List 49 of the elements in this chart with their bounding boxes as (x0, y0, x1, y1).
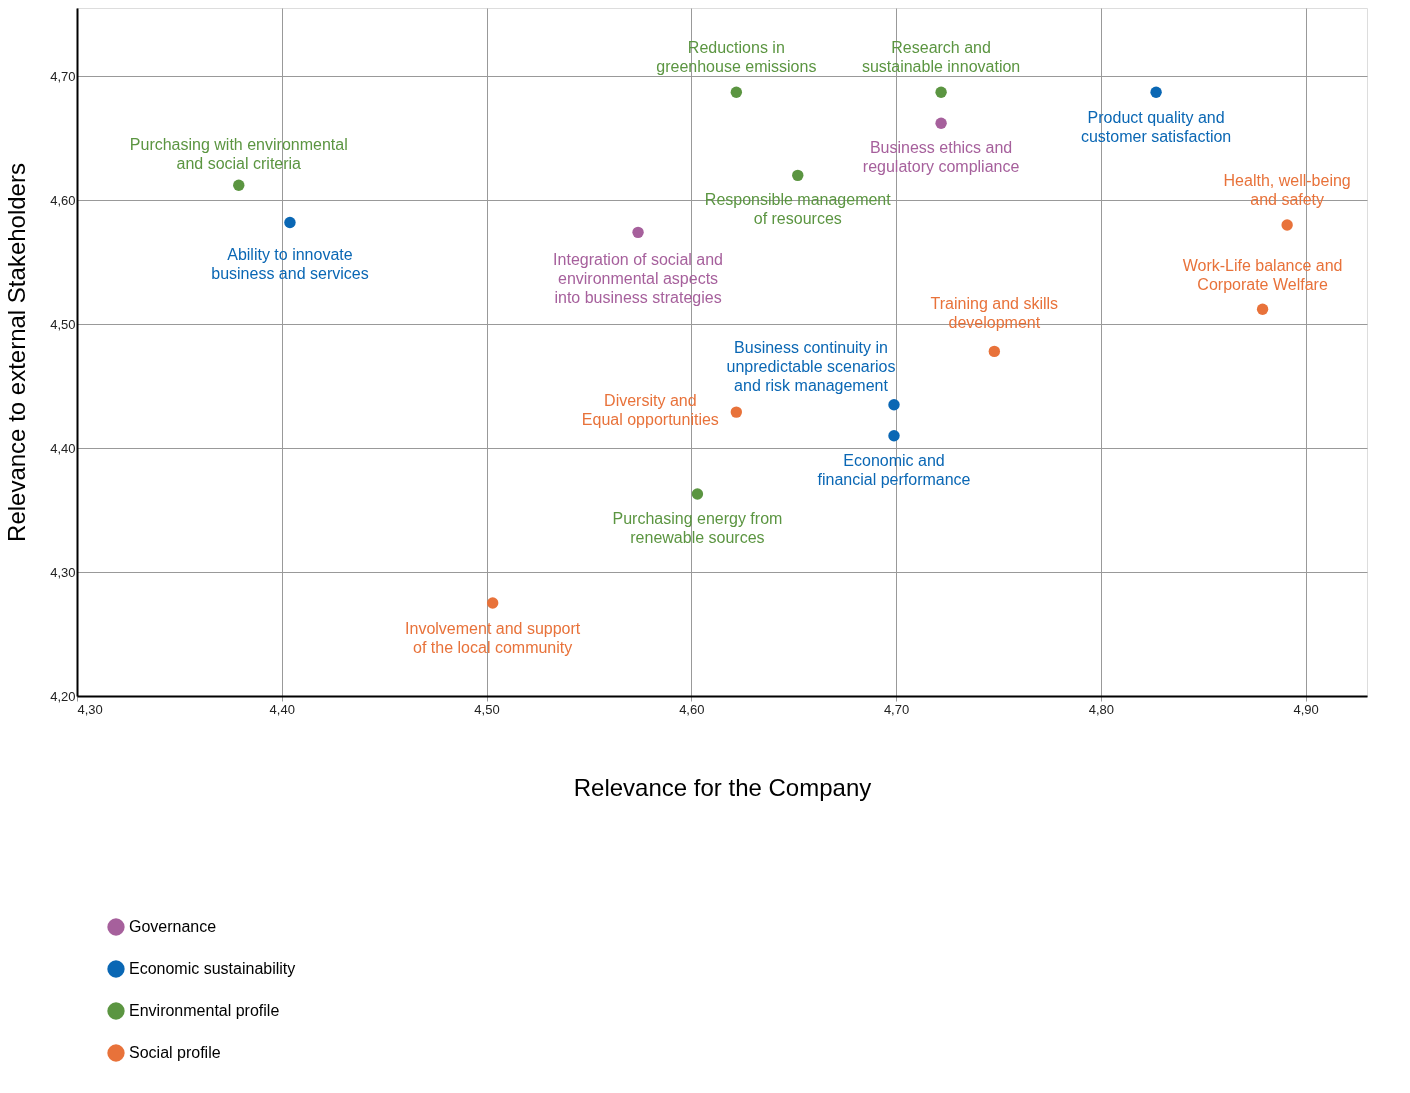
point (284, 216, 296, 229)
point (730, 406, 743, 418)
data-label: Work-Life balance and Corporate Welfare (1182, 257, 1343, 294)
point (486, 597, 499, 609)
point (792, 169, 804, 182)
y-axis-title: Relevance to external Stakeholders (3, 163, 31, 542)
data-label: Involvement and support of the local community (405, 620, 581, 657)
y-tick-label: 4,50 (50, 316, 76, 332)
point (888, 429, 900, 442)
data-label: Ability to innovate business and services (211, 246, 369, 283)
point (1150, 86, 1162, 98)
point (935, 117, 947, 129)
x-tick-label: 4,50 (474, 701, 500, 717)
y-tick-label: 4,30 (50, 564, 76, 580)
point (888, 398, 900, 411)
legend-label: Economic sustainability (129, 960, 296, 977)
y-tick-label: 4,70 (50, 68, 76, 84)
point (935, 86, 947, 98)
y-tick-label: 4,20 (50, 688, 76, 704)
legend-label: Governance (129, 918, 217, 935)
point (691, 488, 704, 500)
point (1256, 303, 1269, 315)
point (730, 86, 743, 98)
x-tick-label: 4,80 (1088, 701, 1114, 717)
data-label: Product quality and customer satisfaction (1080, 109, 1232, 146)
legend-label: Social profile (129, 1044, 221, 1061)
x-tick-label: 4,60 (679, 701, 705, 717)
data-label: Business continuity in unpredictable scenarios and risk management (726, 338, 896, 394)
data-label: Diversity and Equal opportunities (581, 392, 719, 429)
x-tick-label: 4,90 (1293, 701, 1319, 717)
data-label: Reductions in greenhouse emissions (656, 39, 817, 76)
data-label: Responsible management of resources (704, 191, 892, 228)
data-label: Research and sustainable innovation (861, 39, 1021, 76)
point (988, 345, 1001, 358)
x-tick-label: 4,70 (883, 701, 910, 717)
data-label: Purchasing with environmental and social criteria (129, 136, 348, 173)
data-label: Economic and financial performance (817, 451, 971, 488)
y-tick-label: 4,60 (50, 192, 76, 208)
data-label: Purchasing energy from renewable sources (612, 509, 783, 546)
data-label: Training and skills development (930, 295, 1059, 332)
point (1281, 219, 1293, 231)
x-tick-label: 4,40 (269, 701, 295, 717)
legend-label: Environmental profile (129, 1002, 280, 1019)
point (632, 226, 644, 239)
y-tick-label: 4,40 (50, 440, 76, 456)
point (233, 179, 245, 191)
x-axis-title: Relevance for the Company (573, 773, 872, 801)
x-tick-label: 4,30 (77, 701, 103, 717)
data-label: Health, well-being and safety (1223, 171, 1351, 208)
